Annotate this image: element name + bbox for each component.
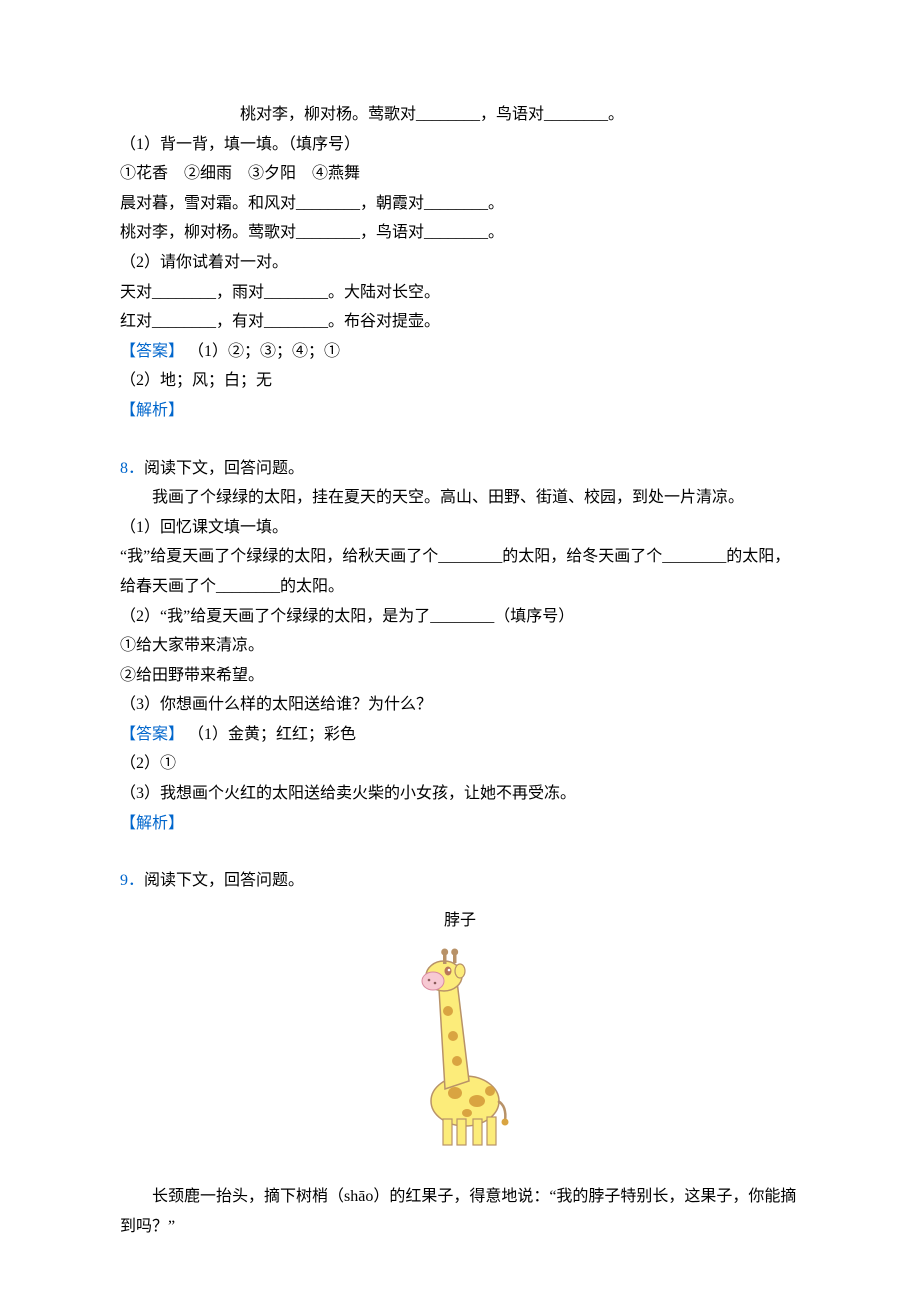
section7-answer-line2: （2）地；风；白；无	[120, 366, 800, 396]
section8-q1-text: “我”给夏天画了个绿绿的太阳，给秋天画了个________的太阳，给冬天画了个_…	[120, 542, 800, 601]
section8-answer-line2: （2）①	[120, 749, 800, 779]
section8-header: 8．阅读下文，回答问题。	[120, 454, 800, 484]
giraffe-icon	[395, 941, 525, 1151]
section7-q2-prompt: （2）请你试着对一对。	[120, 248, 800, 278]
section7-analysis-label: 【解析】	[120, 396, 800, 426]
section8-q3-prompt: （3）你想画什么样的太阳送给谁？为什么？	[120, 690, 800, 720]
section8-option2: ②给田野带来希望。	[120, 661, 800, 691]
section8-number: 8．	[120, 460, 144, 477]
section8-option1: ①给大家带来清凉。	[120, 631, 800, 661]
section8-analysis-label: 【解析】	[120, 809, 800, 839]
section9-number: 9．	[120, 872, 144, 889]
section7-title-line: 桃对李，柳对杨。莺歌对________，鸟语对________。	[120, 100, 800, 130]
answer-label: 【答案】	[120, 726, 184, 743]
section9-prompt: 阅读下文，回答问题。	[144, 872, 304, 889]
section8-q1-prompt: （1）回忆课文填一填。	[120, 513, 800, 543]
section7-fill-line2: 桃对李，柳对杨。莺歌对________，鸟语对________。	[120, 218, 800, 248]
section7-pair-line2: 红对________，有对________。布谷对提壶。	[120, 307, 800, 337]
section8-prompt: 阅读下文，回答问题。	[144, 460, 304, 477]
section9-passage: 长颈鹿一抬头，摘下树梢（shāo）的红果子，得意地说：“我的脖子特别长，这果子，…	[120, 1182, 800, 1241]
section7-q1-prompt: （1）背一背，填一填。（填序号）	[120, 130, 800, 160]
image-caption: 脖子	[120, 906, 800, 936]
section8-answer-line3: （3）我想画个火红的太阳送给卖火柴的小女孩，让她不再受冻。	[120, 779, 800, 809]
section7-fill-line1: 晨对暮，雪对霜。和风对________，朝霞对________。	[120, 189, 800, 219]
section7-answer-line1: 【答案】 （1）②；③；④；①	[120, 337, 800, 367]
section8-answer-line1: 【答案】 （1）金黄；红红；彩色	[120, 720, 800, 750]
section7-options: ①花香 ②细雨 ③夕阳 ④燕舞	[120, 159, 800, 189]
giraffe-image-block: 脖子	[120, 896, 800, 1182]
section8-passage: 我画了个绿绿的太阳，挂在夏天的天空。高山、田野、街道、校园，到处一片清凉。	[120, 483, 800, 513]
answer-label: 【答案】	[120, 343, 184, 360]
answer-text-1: （1）金黄；红红；彩色	[188, 726, 356, 743]
section8-q2-prompt: （2）“我”给夏天画了个绿绿的太阳，是为了________（填序号）	[120, 602, 800, 632]
answer-text-1: （1）②；③；④；①	[188, 343, 340, 360]
section7-pair-line1: 天对________，雨对________。大陆对长空。	[120, 278, 800, 308]
section9-header: 9．阅读下文，回答问题。	[120, 866, 800, 896]
